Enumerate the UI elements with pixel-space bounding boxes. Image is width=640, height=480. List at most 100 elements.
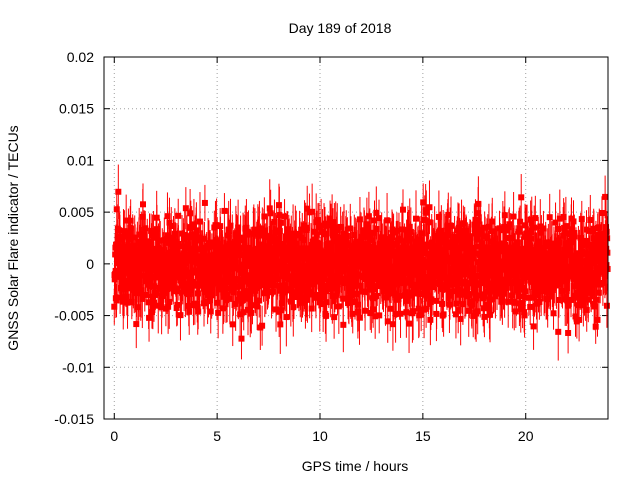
data-marker bbox=[387, 305, 394, 312]
data-point bbox=[182, 187, 189, 230]
data-marker bbox=[195, 308, 202, 315]
data-marker bbox=[472, 250, 479, 257]
data-marker bbox=[205, 292, 212, 299]
data-marker bbox=[186, 257, 193, 264]
data-marker bbox=[133, 321, 140, 328]
data-marker bbox=[282, 282, 289, 289]
data-marker bbox=[351, 298, 358, 305]
data-marker bbox=[276, 228, 283, 235]
data-marker bbox=[286, 287, 293, 294]
data-marker bbox=[469, 244, 476, 251]
data-point bbox=[327, 200, 334, 237]
data-point bbox=[475, 176, 482, 232]
data-marker bbox=[349, 310, 356, 317]
data-point bbox=[420, 183, 427, 222]
data-marker bbox=[356, 247, 363, 254]
data-marker bbox=[233, 283, 240, 290]
data-point bbox=[201, 184, 208, 221]
data-marker bbox=[171, 230, 178, 237]
data-marker bbox=[393, 240, 400, 247]
data-marker bbox=[362, 307, 369, 314]
data-marker bbox=[425, 292, 432, 299]
data-marker bbox=[256, 258, 263, 265]
data-marker bbox=[356, 314, 363, 321]
data-point bbox=[389, 297, 396, 351]
data-marker bbox=[290, 304, 297, 311]
data-marker bbox=[399, 206, 406, 213]
data-marker bbox=[410, 308, 417, 315]
data-marker bbox=[355, 309, 362, 316]
data-marker bbox=[151, 291, 158, 298]
data-marker bbox=[180, 236, 187, 243]
data-marker bbox=[168, 223, 175, 230]
data-marker bbox=[221, 207, 228, 214]
data-marker bbox=[124, 252, 131, 259]
data-marker bbox=[220, 290, 227, 297]
data-marker bbox=[368, 237, 375, 244]
data-marker bbox=[166, 219, 173, 226]
data-marker bbox=[456, 228, 463, 235]
data-marker bbox=[243, 224, 250, 231]
data-marker bbox=[117, 243, 124, 250]
data-marker bbox=[273, 306, 280, 313]
data-marker bbox=[128, 249, 135, 256]
data-point bbox=[266, 179, 273, 238]
data-marker bbox=[147, 283, 154, 290]
data-marker bbox=[435, 213, 442, 220]
data-marker bbox=[255, 232, 262, 239]
data-point bbox=[174, 284, 181, 326]
data-marker bbox=[335, 303, 342, 310]
data-marker bbox=[403, 309, 410, 316]
data-marker bbox=[238, 335, 245, 342]
data-marker bbox=[261, 213, 268, 220]
data-marker bbox=[254, 303, 261, 310]
data-marker bbox=[146, 314, 153, 321]
data-point bbox=[248, 292, 255, 334]
data-point bbox=[221, 193, 228, 229]
data-point bbox=[312, 277, 319, 319]
data-marker bbox=[114, 270, 121, 277]
data-marker bbox=[273, 250, 280, 257]
data-point bbox=[275, 242, 282, 280]
data-marker bbox=[165, 239, 172, 246]
data-marker bbox=[321, 268, 328, 275]
data-point bbox=[421, 195, 428, 245]
data-marker bbox=[404, 297, 411, 304]
data-marker bbox=[468, 268, 475, 275]
data-marker bbox=[259, 322, 266, 329]
data-marker bbox=[384, 282, 391, 289]
data-point bbox=[235, 199, 242, 256]
data-marker bbox=[194, 253, 201, 260]
data-marker bbox=[425, 219, 432, 226]
data-marker bbox=[256, 225, 263, 232]
data-marker bbox=[248, 309, 255, 316]
data-marker bbox=[439, 300, 446, 307]
data-marker bbox=[217, 240, 224, 247]
data-marker bbox=[392, 311, 399, 318]
data-marker bbox=[123, 217, 130, 224]
data-marker bbox=[426, 204, 433, 211]
data-marker bbox=[215, 309, 222, 316]
data-marker bbox=[365, 213, 372, 220]
data-marker bbox=[235, 224, 242, 231]
data-marker bbox=[247, 278, 254, 285]
data-marker bbox=[300, 236, 307, 243]
data-marker bbox=[173, 305, 180, 312]
data-marker bbox=[148, 309, 155, 316]
data-marker bbox=[454, 277, 461, 284]
data-marker bbox=[368, 310, 375, 317]
data-marker bbox=[261, 290, 268, 297]
data-point bbox=[269, 269, 276, 314]
data-marker bbox=[429, 284, 436, 291]
data-marker bbox=[372, 313, 379, 320]
data-marker bbox=[471, 289, 478, 296]
data-marker bbox=[480, 244, 487, 251]
data-marker bbox=[323, 250, 330, 257]
data-series bbox=[111, 164, 611, 361]
data-marker bbox=[267, 210, 274, 217]
data-marker bbox=[357, 282, 364, 289]
data-marker bbox=[113, 297, 120, 304]
data-marker bbox=[149, 254, 156, 261]
data-point bbox=[308, 285, 315, 333]
data-point bbox=[186, 288, 193, 335]
